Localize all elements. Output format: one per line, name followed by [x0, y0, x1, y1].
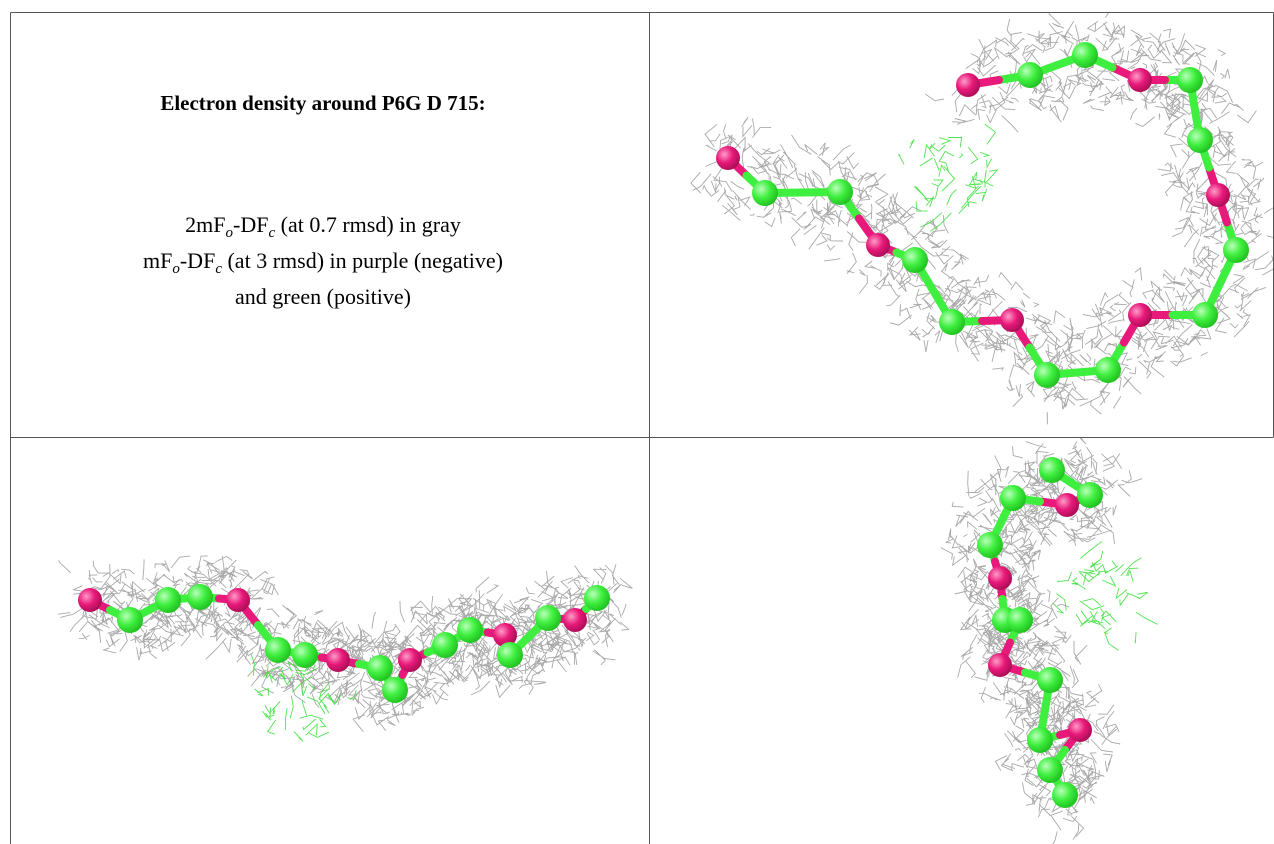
- caption-line: and green (positive): [235, 284, 411, 309]
- density-mesh: [941, 432, 1142, 844]
- atom: [988, 653, 1012, 677]
- caption-line: mFo-DFc (at 3 rmsd) in purple (negative): [143, 248, 503, 277]
- caption-text: (at 0.7 rmsd) in gray: [275, 212, 461, 237]
- atom: [1037, 757, 1063, 783]
- atom: [584, 585, 610, 611]
- atom: [1095, 357, 1121, 383]
- atom: [382, 677, 408, 703]
- atom: [1052, 782, 1078, 808]
- density-mesh: [58, 556, 633, 732]
- atom: [497, 642, 523, 668]
- atom: [716, 146, 740, 170]
- atom: [367, 655, 393, 681]
- page: Electron density around P6G D 715: 2mFo-…: [0, 0, 1274, 844]
- atom: [535, 605, 561, 631]
- atom: [1037, 667, 1063, 693]
- atom: [866, 233, 890, 257]
- atom: [1192, 302, 1218, 328]
- atom: [902, 247, 928, 273]
- atom: [398, 648, 422, 672]
- atom: [1000, 485, 1026, 511]
- title: Electron density around P6G D 715:: [160, 91, 485, 115]
- atom: [1128, 68, 1152, 92]
- atom: [956, 73, 980, 97]
- atom: [752, 180, 778, 206]
- structure-view: [941, 432, 1158, 844]
- density-mesh: [1053, 541, 1157, 650]
- atom: [292, 642, 318, 668]
- atom: [1034, 362, 1060, 388]
- atom: [1000, 308, 1024, 332]
- structure-view: [58, 556, 633, 742]
- caption-text: -DF: [180, 248, 215, 273]
- atom: [1068, 718, 1092, 742]
- atom: [326, 648, 350, 672]
- atom: [939, 309, 965, 335]
- caption-line: 2mFo-DFc (at 0.7 rmsd) in gray: [185, 212, 461, 241]
- density-mesh: [899, 124, 998, 231]
- atom: [187, 584, 213, 610]
- atom: [432, 632, 458, 658]
- atom: [1017, 62, 1043, 88]
- caption-text: mF: [143, 248, 172, 273]
- atom: [827, 179, 853, 205]
- atom: [1128, 303, 1152, 327]
- atom: [117, 607, 143, 633]
- caption-text: and green (positive): [235, 284, 411, 309]
- atom: [265, 637, 291, 663]
- atom: [155, 587, 181, 613]
- document: Electron density around P6G D 715: 2mFo-…: [0, 0, 1274, 844]
- atom: [226, 588, 250, 612]
- atom: [1077, 482, 1103, 508]
- atom: [1055, 493, 1079, 517]
- atom: [1027, 727, 1053, 753]
- caption: 2mFo-DFc (at 0.7 rmsd) in gray mFo-DFc (a…: [143, 212, 503, 309]
- atom: [977, 532, 1003, 558]
- atom: [1007, 607, 1033, 633]
- caption-text: (at 3 rmsd) in purple (negative): [222, 248, 503, 273]
- atom: [1072, 42, 1098, 68]
- caption-text: 2mF: [185, 212, 225, 237]
- atom: [457, 617, 483, 643]
- structure-view: [691, 8, 1274, 424]
- caption-text: -DF: [233, 212, 268, 237]
- atom: [1206, 183, 1230, 207]
- atom: [1187, 127, 1213, 153]
- atom: [78, 588, 102, 612]
- atom: [988, 566, 1012, 590]
- atom: [1039, 457, 1065, 483]
- atom: [1223, 237, 1249, 263]
- atom: [1177, 67, 1203, 93]
- atom: [563, 608, 587, 632]
